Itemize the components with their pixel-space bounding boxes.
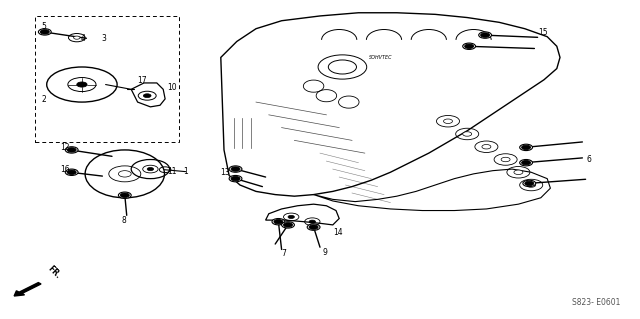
Circle shape (288, 215, 294, 219)
Text: 8: 8 (121, 216, 126, 225)
FancyArrow shape (14, 283, 41, 296)
Text: 10: 10 (166, 83, 177, 92)
Circle shape (229, 175, 242, 182)
Circle shape (522, 160, 531, 165)
Circle shape (309, 225, 318, 229)
Text: FR.: FR. (46, 264, 63, 281)
Text: SOHVTEC: SOHVTEC (369, 55, 392, 60)
Circle shape (67, 148, 76, 152)
Circle shape (40, 30, 49, 34)
Circle shape (282, 222, 294, 228)
Circle shape (525, 181, 534, 186)
Text: 4: 4 (81, 34, 86, 43)
Text: 9: 9 (323, 248, 328, 256)
Circle shape (77, 82, 87, 87)
Text: 2: 2 (41, 95, 46, 104)
Circle shape (463, 132, 472, 136)
Circle shape (143, 165, 158, 173)
Circle shape (231, 176, 240, 181)
Circle shape (118, 171, 131, 177)
Circle shape (465, 44, 474, 48)
Circle shape (143, 94, 151, 98)
Circle shape (482, 145, 491, 149)
Circle shape (229, 166, 242, 172)
Circle shape (38, 29, 51, 35)
Circle shape (147, 167, 154, 171)
Bar (35, 16, 179, 142)
Circle shape (501, 157, 510, 162)
Text: 16: 16 (60, 165, 70, 174)
Circle shape (309, 220, 316, 223)
Text: S823- E0601: S823- E0601 (572, 298, 621, 307)
Circle shape (479, 32, 492, 38)
Text: 6: 6 (586, 155, 591, 164)
Circle shape (74, 36, 80, 39)
Text: 13: 13 (220, 168, 230, 177)
Text: 14: 14 (333, 228, 343, 237)
Text: 12: 12 (61, 143, 70, 152)
Circle shape (463, 43, 476, 49)
Text: 1: 1 (183, 167, 188, 176)
Circle shape (520, 144, 532, 151)
Text: 15: 15 (538, 28, 548, 37)
Circle shape (272, 219, 285, 225)
Circle shape (444, 119, 452, 123)
Circle shape (274, 219, 283, 224)
Circle shape (520, 160, 532, 166)
Circle shape (67, 170, 76, 174)
Circle shape (307, 224, 320, 230)
Text: 11: 11 (167, 167, 176, 176)
Circle shape (523, 180, 536, 187)
Circle shape (65, 169, 78, 175)
Text: 5: 5 (41, 22, 46, 31)
Circle shape (65, 147, 78, 153)
Text: 17: 17 (137, 76, 147, 85)
Circle shape (284, 223, 292, 227)
Circle shape (120, 193, 129, 197)
Circle shape (527, 183, 536, 187)
Text: 3: 3 (101, 34, 106, 43)
Circle shape (481, 33, 490, 37)
Circle shape (231, 167, 240, 171)
Circle shape (514, 170, 523, 174)
Text: 7: 7 (281, 249, 286, 258)
Circle shape (522, 145, 531, 150)
Circle shape (118, 192, 131, 198)
